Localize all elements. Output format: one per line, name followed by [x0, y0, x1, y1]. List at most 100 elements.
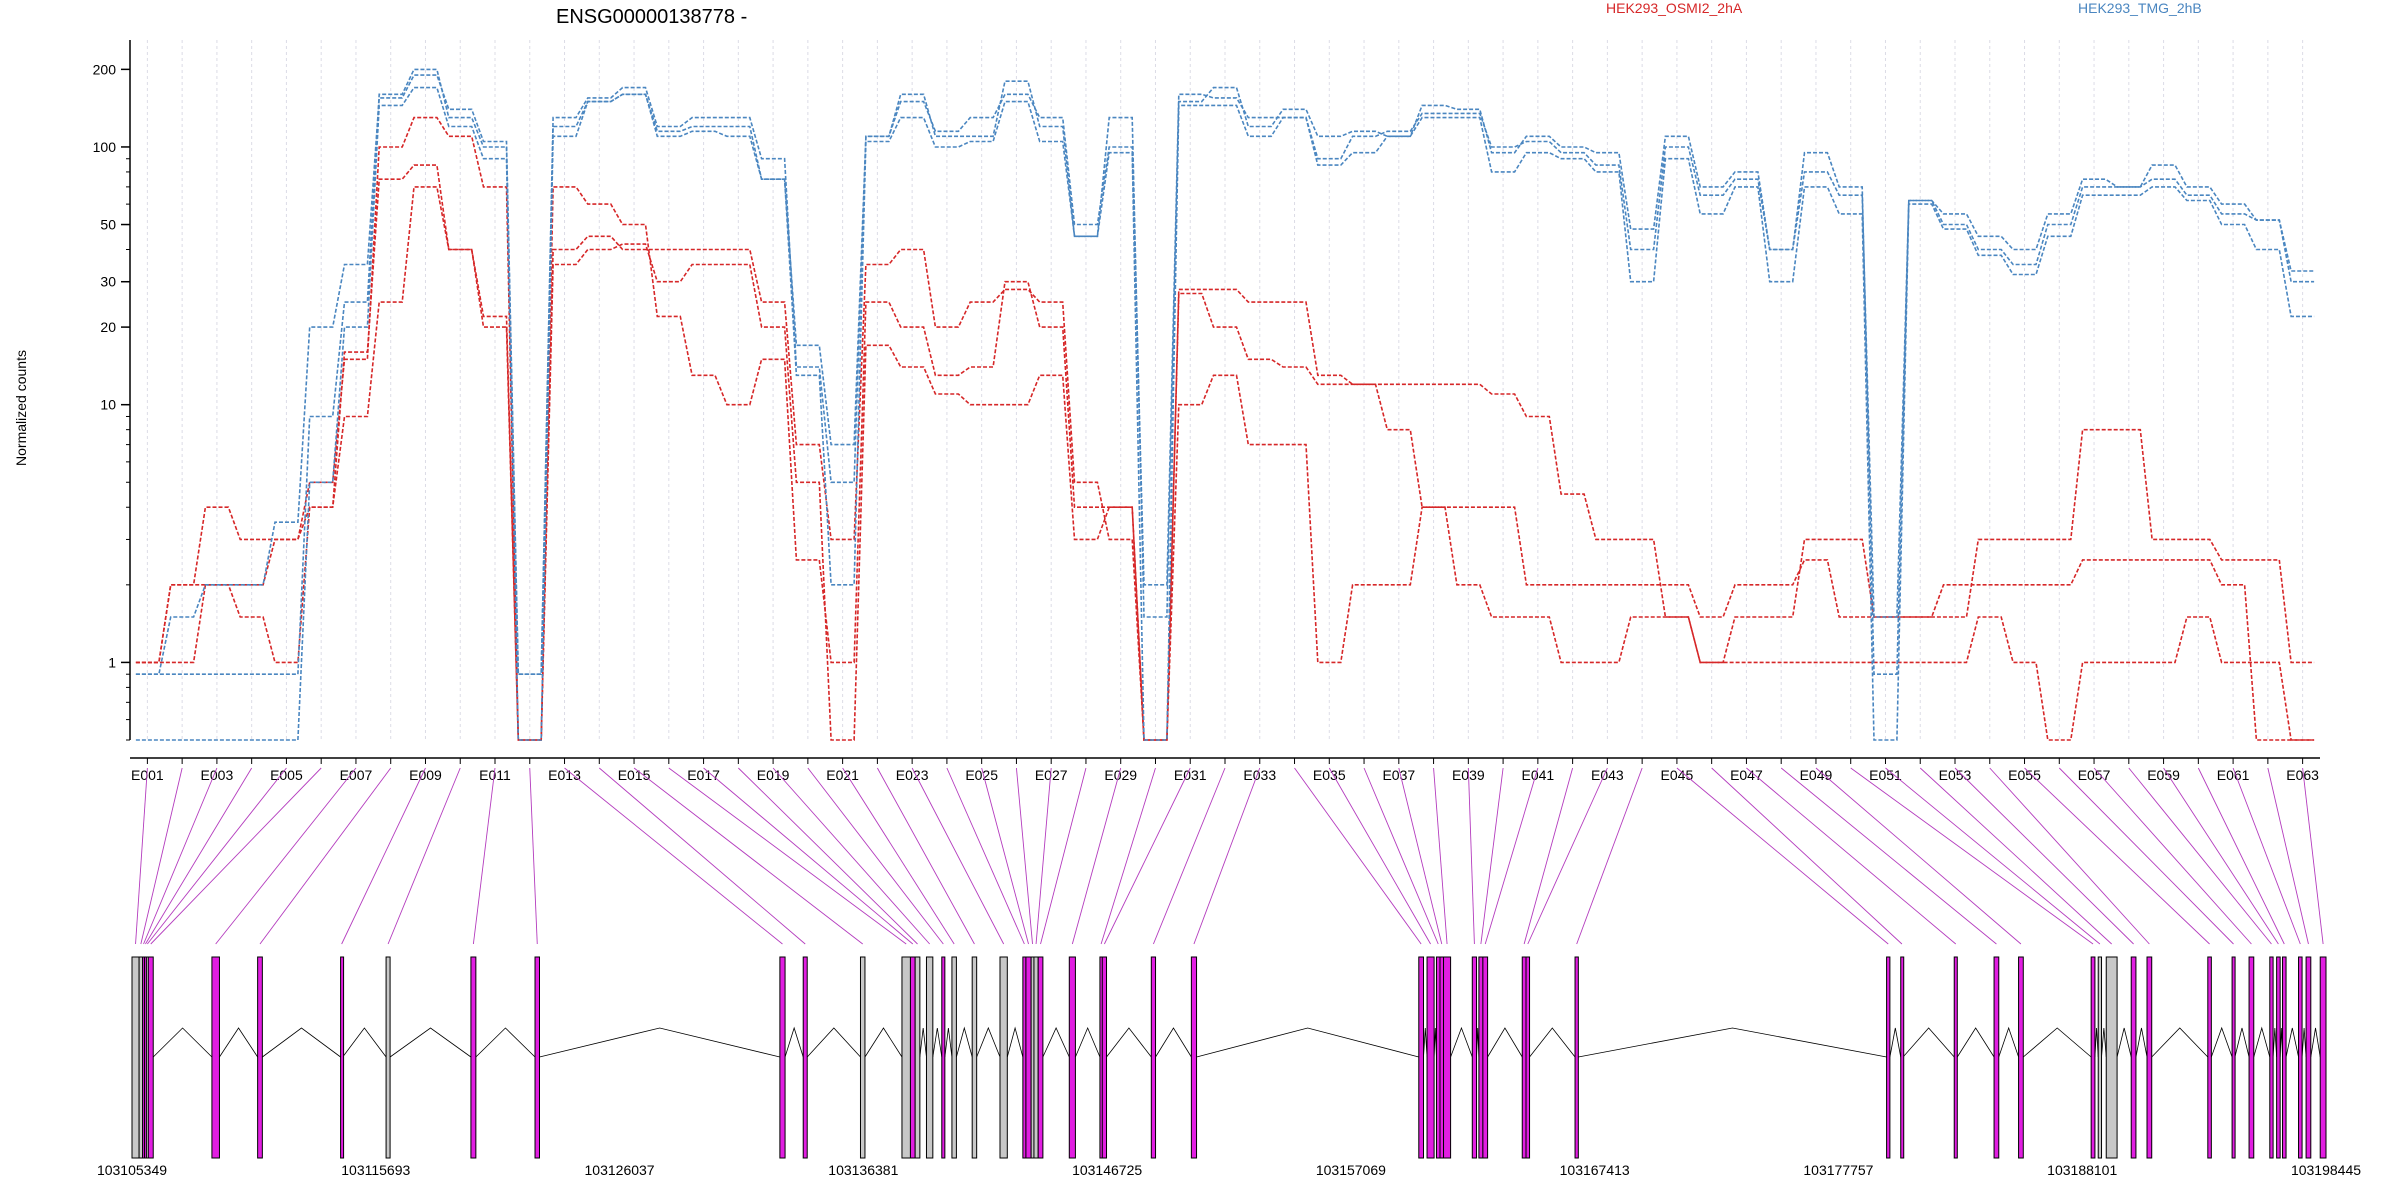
- intron-line: [475, 1027, 536, 1058]
- exon-box: [211, 956, 220, 1159]
- intron-line: [976, 1026, 1001, 1058]
- exon-box: [1521, 956, 1527, 1159]
- exon-box: [2207, 956, 2212, 1159]
- x-tick-label: E045: [1661, 767, 1694, 783]
- series-line-3: [135, 164, 2315, 741]
- x-tick-label: E061: [2217, 767, 2250, 783]
- legend-entry-osmi2: HEK293_OSMI2_2hA: [1606, 0, 1743, 16]
- intron-line: [1423, 1027, 1428, 1058]
- x-tick-label: E031: [1174, 767, 1207, 783]
- x-tick-label: E021: [826, 767, 859, 783]
- x-tick-label: E057: [2078, 767, 2111, 783]
- x-tick-label: E007: [340, 767, 373, 783]
- y-tick-label: 20: [100, 319, 116, 335]
- intron-line: [2210, 1026, 2233, 1058]
- exon-box: [2130, 956, 2137, 1159]
- y-tick-label: 200: [93, 61, 117, 77]
- y-tick-label: 50: [100, 217, 116, 233]
- x-tick-label: E009: [409, 767, 442, 783]
- intron-line: [806, 1027, 861, 1058]
- gene-model: [131, 956, 2327, 1159]
- exon-connector: [135, 767, 148, 945]
- exon-box: [1443, 956, 1452, 1159]
- exon-connector: [1576, 767, 1643, 945]
- intron-line: [944, 1027, 953, 1058]
- exon-connector: [1480, 767, 1504, 945]
- y-axis: 1 10 20 30 50 100 200: [93, 40, 131, 741]
- exon-box: [1068, 956, 1076, 1159]
- genomic-coordinate-label: 103115693: [341, 1162, 410, 1178]
- exon-connector: [1071, 767, 1122, 945]
- x-tick-label: E047: [1730, 767, 1763, 783]
- exon-connector: [1398, 767, 1443, 945]
- grid-lines: [146, 40, 2304, 740]
- x-tick-label: E035: [1313, 767, 1346, 783]
- exon-box: [2298, 956, 2303, 1159]
- intron-line: [152, 1027, 213, 1058]
- intron-line: [919, 1027, 927, 1058]
- exon-box: [2248, 956, 2255, 1159]
- legend-entry-tmg: HEK293_TMG_2hB: [2078, 0, 2202, 16]
- x-tick-label: E041: [1522, 767, 1555, 783]
- exon-connector: [2093, 767, 2252, 945]
- exon-box: [131, 956, 140, 1159]
- exon-connector: [633, 767, 863, 945]
- exon-connector: [946, 767, 1025, 945]
- intron-line: [784, 1026, 804, 1058]
- exon-connector: [876, 767, 975, 945]
- x-tick-label: E025: [965, 767, 998, 783]
- exon-box: [779, 956, 786, 1159]
- intron-line: [262, 1027, 341, 1058]
- intron-line: [1529, 1027, 1576, 1058]
- intron-line: [1956, 1027, 1995, 1058]
- exon-box: [2282, 956, 2287, 1159]
- exon-connector: [564, 767, 783, 945]
- exon-box: [1190, 956, 1198, 1159]
- intron-line: [2285, 1027, 2299, 1058]
- exon-connector: [772, 767, 930, 945]
- exon-connector: [2128, 767, 2272, 945]
- exon-box: [2018, 956, 2024, 1159]
- exon-connector: [668, 767, 907, 945]
- exon-box: [914, 956, 921, 1159]
- exon-connector: [2232, 767, 2301, 945]
- exon-connector: [1100, 767, 1156, 945]
- series-line-1: [135, 186, 2315, 741]
- intron-line: [2301, 1027, 2307, 1058]
- genomic-coordinate-label: 103198445: [2291, 1162, 2361, 1178]
- intron-line: [864, 1027, 903, 1058]
- x-tick-label: E017: [687, 767, 720, 783]
- intron-line: [1902, 1027, 1955, 1058]
- exon-connector: [807, 767, 944, 945]
- intron-line: [1196, 1027, 1419, 1058]
- exon-box: [1478, 956, 1484, 1159]
- exon-connector: [1954, 767, 2134, 945]
- exon-connector: [1484, 767, 1539, 945]
- exon-box: [138, 956, 144, 1159]
- exon-connector: [1919, 767, 2112, 945]
- exon-connector: [387, 767, 461, 945]
- exon-box: [941, 956, 946, 1159]
- exon-connector: [2197, 767, 2285, 945]
- exon-box: [1439, 956, 1445, 1159]
- exon-connector: [1676, 767, 1889, 945]
- x-tick-label: E011: [479, 767, 511, 783]
- exon-box: [257, 956, 263, 1159]
- exon-connector: [1989, 767, 2150, 945]
- genomic-coordinate-axis: 103105349 103115693 103126037 103136381 1031…: [97, 1162, 2361, 1178]
- exon-box: [1101, 956, 1108, 1159]
- x-tick-label: E053: [1939, 767, 1972, 783]
- exon-box: [1426, 956, 1435, 1159]
- exon-box: [534, 956, 540, 1159]
- intron-line: [219, 1027, 258, 1058]
- exon-box: [999, 956, 1008, 1159]
- exon-connector: [981, 767, 1029, 945]
- intron-line: [1450, 1026, 1473, 1058]
- genomic-coordinate-label: 103136381: [828, 1162, 898, 1178]
- intron-line: [1155, 1027, 1192, 1058]
- genomic-coordinate-label: 103157069: [1316, 1162, 1386, 1178]
- intron-line: [389, 1027, 472, 1058]
- exon-connector: [259, 767, 392, 945]
- y-tick-label: 100: [93, 139, 117, 155]
- exon-connector: [703, 767, 914, 945]
